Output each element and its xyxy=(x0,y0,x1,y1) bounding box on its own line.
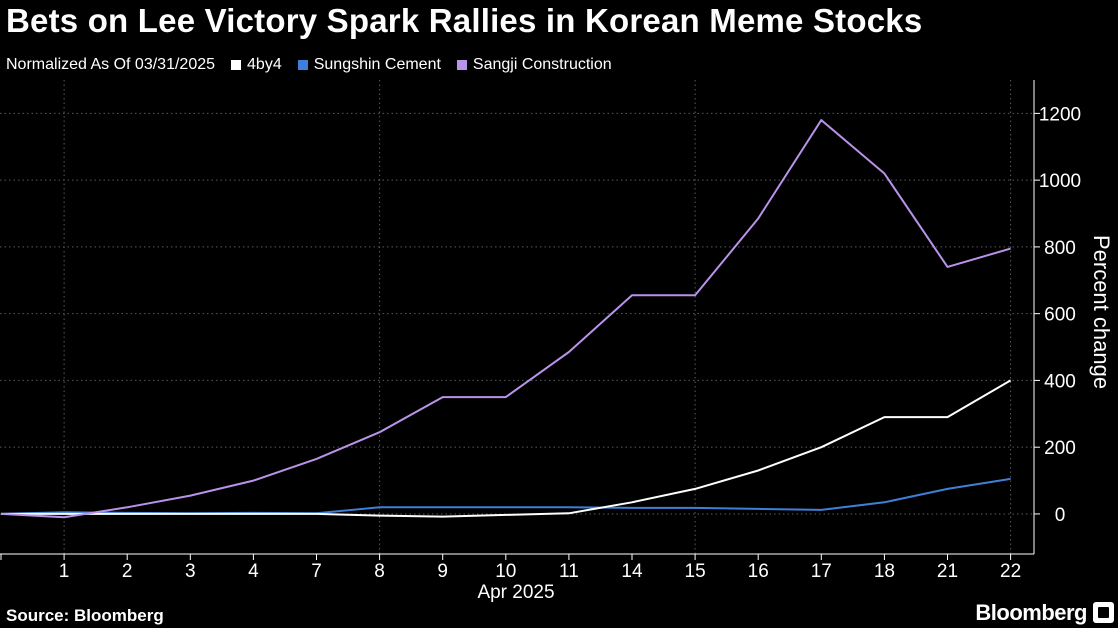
legend-swatch xyxy=(456,60,467,70)
legend-label: Sangji Construction xyxy=(472,56,612,73)
legend-item-4by4: 4by4 xyxy=(231,56,282,74)
x-period-label: Apr 2025 xyxy=(477,582,554,603)
legend: Normalized As Of 03/31/2025 4by4 Sungshi… xyxy=(6,56,628,74)
legend-item-sungshin-cement: Sungshin Cement xyxy=(297,56,441,74)
y-tick-label: 200 xyxy=(1044,438,1076,459)
y-tick-label: 800 xyxy=(1044,238,1076,259)
legend-label: 4by4 xyxy=(247,56,282,73)
series-line-sungshin-cement xyxy=(0,477,1011,515)
x-tick-label: 22 xyxy=(1000,561,1021,582)
brand-logo: Bloomberg xyxy=(975,600,1087,625)
x-tick-label: 3 xyxy=(185,561,196,582)
x-tick-label: 8 xyxy=(374,561,385,582)
chart-title: Bets on Lee Victory Spark Rallies in Kor… xyxy=(6,2,923,39)
normalization-note: Normalized As Of 03/31/2025 xyxy=(6,56,216,73)
legend-swatch xyxy=(231,60,242,70)
y-tick-label: 1000 xyxy=(1039,171,1081,192)
x-tick-label: 21 xyxy=(937,561,958,582)
x-tick-label: 15 xyxy=(685,561,706,582)
x-tick-label: 16 xyxy=(748,561,769,582)
x-tick-label: 14 xyxy=(621,561,643,582)
series-line-sangji-construction xyxy=(0,119,1011,519)
x-tick-label: 17 xyxy=(811,561,832,582)
y-axis-title: Percent change xyxy=(1089,235,1114,389)
bloomberg-terminal-icon xyxy=(1093,602,1114,623)
y-tick-label: 400 xyxy=(1044,371,1076,392)
series-line-4by4 xyxy=(1,379,1012,518)
legend-item-sangji-construction: Sangji Construction xyxy=(456,56,612,74)
x-tick-label: 1 xyxy=(59,561,70,582)
legend-label: Sungshin Cement xyxy=(313,56,441,73)
y-tick-label: 1200 xyxy=(1039,104,1081,125)
x-tick-label: 18 xyxy=(874,561,895,582)
x-tick-label: 9 xyxy=(437,561,448,582)
x-tick-label: 11 xyxy=(559,561,579,582)
y-tick-label: 0 xyxy=(1055,505,1066,526)
x-tick-label: 10 xyxy=(495,561,516,582)
x-tick-label: 4 xyxy=(248,561,259,582)
x-tick-label: 7 xyxy=(311,561,322,582)
y-tick-label: 600 xyxy=(1044,305,1076,326)
legend-swatch xyxy=(297,60,308,70)
x-tick-label: 2 xyxy=(122,561,133,582)
source-note: Source: Bloomberg xyxy=(6,606,164,625)
